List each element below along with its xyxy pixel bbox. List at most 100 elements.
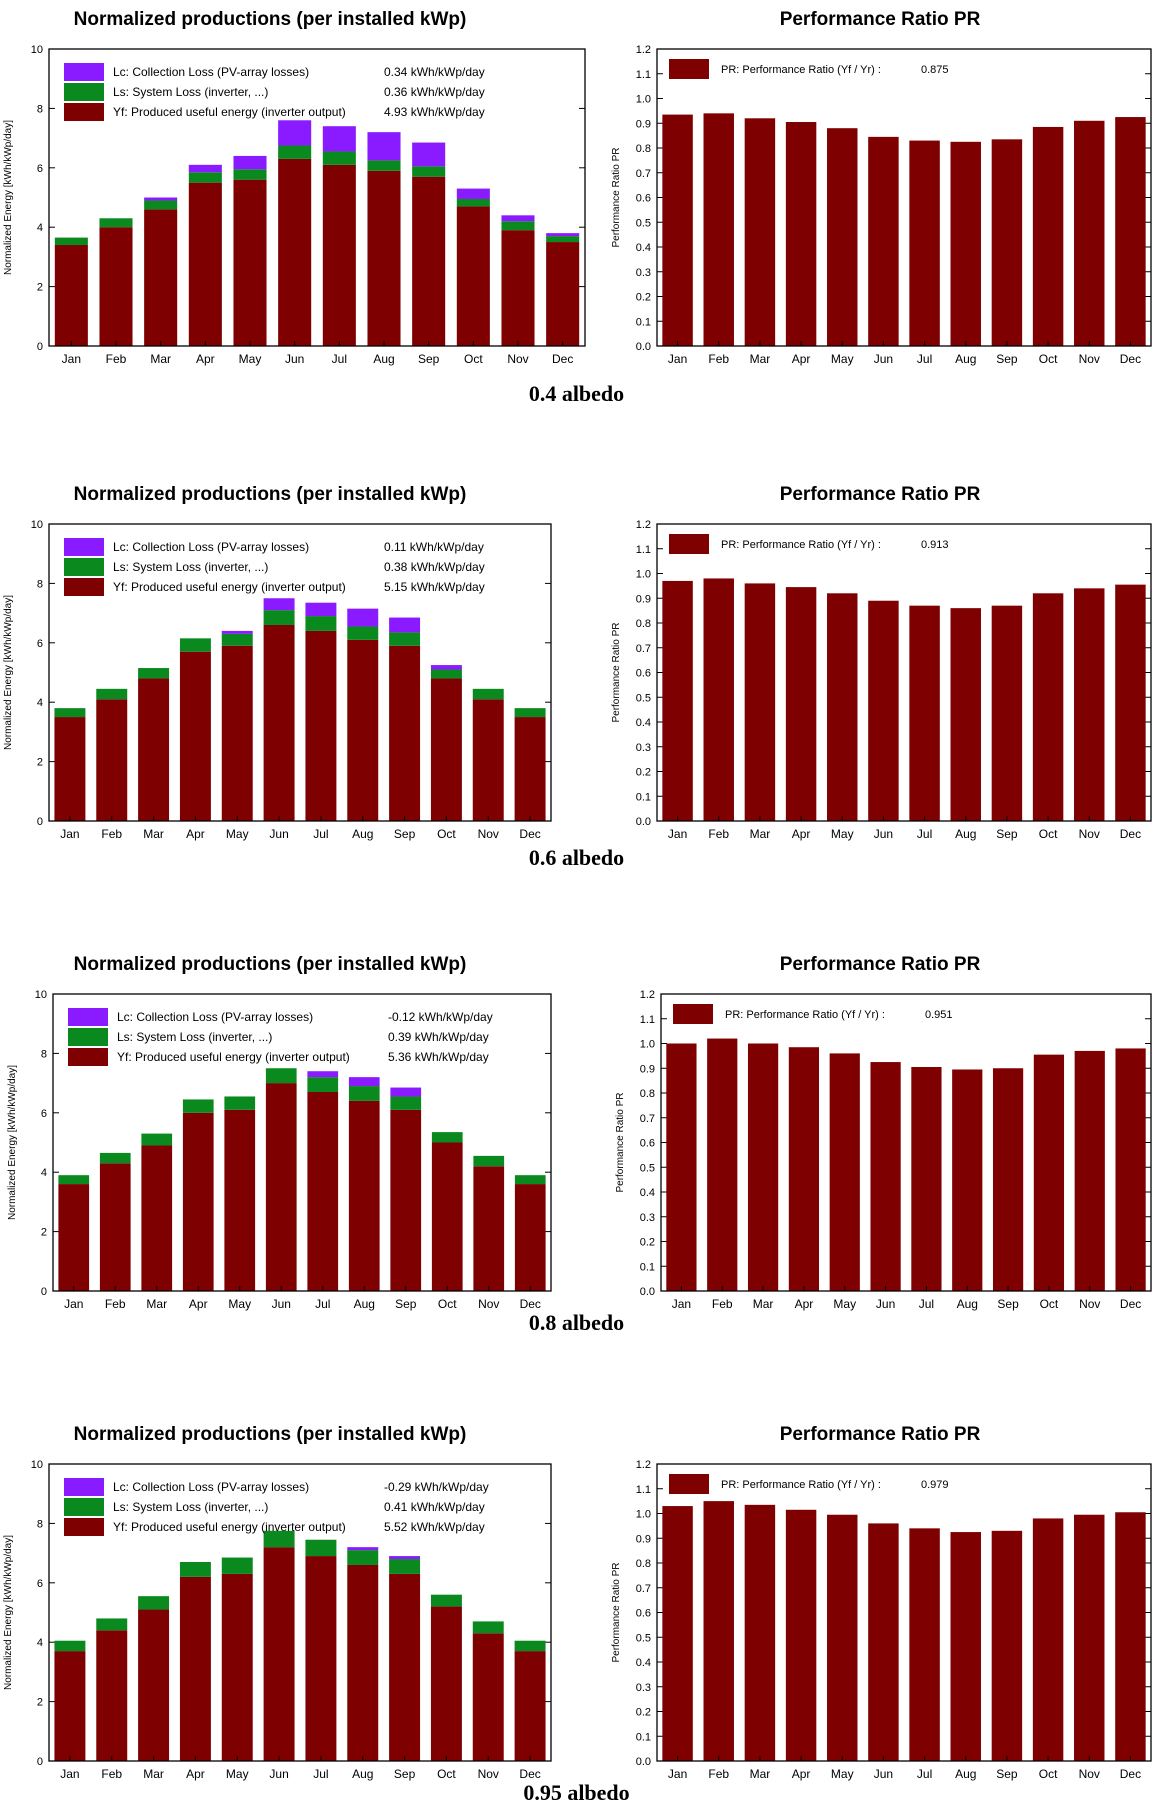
bar-collection-loss	[305, 602, 337, 617]
x-tick-label: Apr	[792, 352, 811, 366]
x-tick-label: Nov	[507, 352, 528, 366]
bar-system-loss	[138, 1596, 170, 1610]
y-tick-label: 0	[37, 341, 43, 353]
x-tick-label: Jul	[919, 1297, 934, 1311]
x-tick-label: Dec	[519, 827, 540, 841]
y-tick-label: 0.4	[640, 1187, 655, 1199]
y-tick-label: 1.2	[636, 519, 651, 531]
bar-collection-loss	[233, 155, 267, 170]
legend-label: Yf: Produced useful energy (inverter out…	[113, 580, 346, 594]
legend-swatch	[64, 558, 104, 576]
y-tick-label: 6	[37, 638, 43, 650]
y-tick-label: 10	[31, 44, 43, 56]
legend-swatch	[64, 1518, 104, 1536]
bar-collection-loss	[390, 1087, 422, 1097]
x-tick-label: Apr	[792, 827, 811, 841]
bar-system-loss	[188, 172, 222, 183]
bar-system-loss	[431, 1132, 463, 1143]
x-tick-label: Jun	[272, 1297, 291, 1311]
y-axis-label: Normalized Energy [kWh/kWp/day]	[3, 595, 14, 750]
bar-system-loss	[367, 160, 401, 171]
bar-produced	[389, 645, 421, 821]
x-tick-label: Aug	[354, 1297, 375, 1311]
plot-frame	[48, 48, 586, 347]
chart-title: Normalized productions (per installed kW…	[74, 484, 467, 505]
bar-pr	[950, 141, 981, 346]
bar-system-loss	[278, 145, 312, 159]
legend-swatch	[68, 1048, 108, 1066]
bar-system-loss	[430, 669, 462, 679]
x-tick-label: Dec	[1120, 352, 1141, 366]
chart-title: Performance Ratio PR	[780, 9, 981, 30]
y-tick-label: 0.6	[636, 1608, 651, 1620]
legend-swatch	[669, 534, 709, 554]
caption-albedo-095: 0.95 albedo	[523, 1780, 630, 1805]
y-tick-label: 0.8	[636, 143, 651, 155]
bar-collection-loss	[188, 164, 222, 173]
bar-produced	[54, 1651, 86, 1761]
x-tick-label: Jun	[285, 352, 304, 366]
bar-pr	[1074, 120, 1105, 347]
bar-produced	[263, 624, 295, 821]
y-tick-label: 0.4	[636, 717, 651, 729]
plot-frame	[656, 1463, 1152, 1762]
y-tick-label: 2	[37, 757, 43, 769]
y-tick-label: 10	[31, 1459, 43, 1471]
legend: PR: Performance Ratio (Yf / Yr) : 0.913	[669, 534, 949, 554]
y-tick-label: 0.3	[636, 742, 651, 754]
legend-value: 4.93 kWh/kWp/day	[384, 105, 485, 119]
legend-label: Yf: Produced useful energy (inverter out…	[117, 1050, 350, 1064]
bar-produced	[96, 1630, 128, 1761]
bar-system-loss	[138, 668, 170, 679]
bar-pr	[909, 140, 940, 346]
bar-produced	[390, 1109, 422, 1291]
legend-value: 0.39 kWh/kWp/day	[388, 1030, 489, 1044]
legend-swatch	[669, 59, 709, 79]
x-tick-label: Aug	[957, 1297, 978, 1311]
legend-swatch	[64, 1478, 104, 1496]
y-tick-label: 0.9	[636, 118, 651, 130]
y-tick-label: 1.1	[636, 69, 651, 81]
y-tick-label: 0.3	[636, 1682, 651, 1694]
x-tick-label: Apr	[186, 1767, 205, 1781]
x-tick-label: Aug	[955, 352, 976, 366]
bar-collection-loss	[412, 142, 446, 167]
legend-value: -0.12 kWh/kWp/day	[388, 1010, 493, 1024]
x-tick-label: Sep	[996, 827, 1018, 841]
x-tick-label: Sep	[418, 352, 440, 366]
x-tick-label: Dec	[1120, 1767, 1141, 1781]
bar-system-loss	[182, 1099, 214, 1113]
x-tick-label: Mar	[146, 1297, 167, 1311]
bar-produced	[278, 158, 312, 346]
x-tick-label: Sep	[997, 1297, 1019, 1311]
y-tick-label: 2	[37, 1697, 43, 1709]
bar-pr	[870, 1062, 901, 1291]
bar-system-loss	[472, 688, 504, 700]
bar-produced	[265, 1083, 297, 1291]
y-tick-label: 0.6	[636, 193, 651, 205]
bar-produced	[347, 639, 379, 821]
x-tick-label: Jan	[668, 827, 687, 841]
legend-value: 0.41 kWh/kWp/day	[384, 1500, 485, 1514]
caption-albedo-08: 0.8 albedo	[528, 1310, 625, 1335]
y-tick-label: 0	[37, 1756, 43, 1768]
chart-title: Normalized productions (per installed kW…	[74, 1424, 467, 1445]
bar-produced	[233, 179, 267, 346]
x-tick-label: May	[239, 352, 262, 366]
bar-system-loss	[307, 1077, 339, 1093]
bar-system-loss	[263, 610, 295, 625]
x-tick-label: Jun	[269, 1767, 288, 1781]
bar-produced	[179, 1576, 211, 1761]
bar-pr	[1032, 1518, 1064, 1761]
legend-value: 0.875	[921, 64, 949, 76]
x-tick-label: Jun	[874, 1767, 893, 1781]
x-tick-label: Jun	[269, 827, 288, 841]
x-tick-label: Mar	[750, 1767, 771, 1781]
bar-produced	[472, 1633, 504, 1761]
y-tick-label: 8	[37, 1518, 43, 1530]
bar-pr	[1074, 1050, 1105, 1291]
bar-pr	[744, 118, 776, 346]
bar-produced	[179, 651, 211, 821]
x-tick-label: Jul	[313, 1767, 328, 1781]
legend-value: 0.34 kWh/kWp/day	[384, 65, 485, 79]
